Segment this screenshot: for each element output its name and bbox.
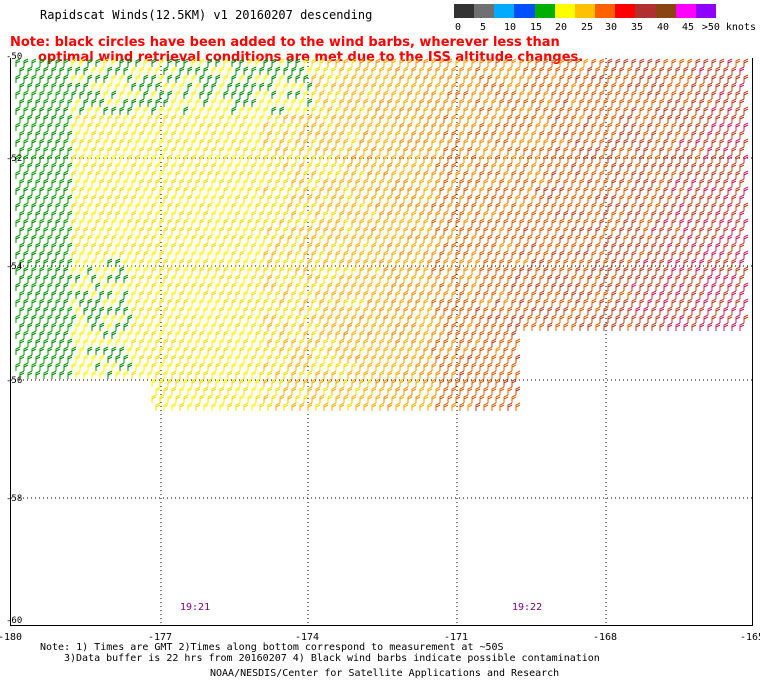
map-title: Rapidscat Winds(12.5KM) v1 20160207 desc…	[40, 8, 373, 22]
legend-label: 45	[681, 22, 695, 33]
legend-label: >50 knots	[701, 22, 756, 33]
legend-swatch	[655, 4, 677, 18]
lat-tick-label: -50	[6, 52, 23, 62]
wind-barbs	[431, 58, 741, 411]
legend-label: 15	[529, 22, 543, 33]
lon-tick-label: -168	[592, 632, 618, 643]
legend-label: 5	[479, 22, 487, 33]
lon-tick-label: -171	[443, 632, 469, 643]
legend-label: 40	[656, 22, 670, 33]
wind-barbs	[343, 58, 589, 411]
lon-tick-label: -177	[147, 632, 173, 643]
footnote-line-1: Note: 1) Times are GMT 2)Times along bot…	[40, 642, 504, 653]
wind-speed-legend: 0 5 10 15 20 25 30 35 40 45 >50 knots	[454, 4, 756, 36]
wind-barbs	[263, 58, 469, 411]
wind-barbs	[631, 58, 749, 331]
legend-label: 30	[604, 22, 618, 33]
legend-label: 20	[554, 22, 568, 33]
legend-swatch	[675, 4, 697, 18]
lat-tick-label: -56	[6, 376, 23, 386]
legend-label: 10	[503, 22, 517, 33]
time-label-2: 19:22	[512, 602, 543, 613]
lat-tick-label: -60	[6, 616, 23, 626]
wind-barbs	[15, 58, 73, 379]
legend-swatch	[514, 4, 536, 18]
legend-swatch	[454, 4, 475, 18]
legend-label: 25	[580, 22, 594, 33]
legend-swatch	[635, 4, 657, 18]
legend-label: 0	[454, 22, 462, 33]
legend-swatch	[474, 4, 495, 18]
legend-swatch	[615, 4, 636, 18]
wind-barbs	[459, 58, 749, 411]
legend-swatch	[574, 4, 596, 18]
lon-tick-label: -180	[0, 632, 23, 643]
legend-swatch	[695, 4, 717, 18]
legend-swatch	[595, 4, 616, 18]
wind-map-plot	[10, 58, 753, 626]
credit-text: NOAA/NESDIS/Center for Satellite Applica…	[210, 668, 560, 679]
lon-tick-label: -174	[294, 632, 320, 643]
lon-tick-label: -165	[739, 632, 760, 643]
wind-barb-map	[11, 58, 752, 625]
wind-barb-field	[15, 58, 749, 411]
warning-note-line-1: Note: black circles have been added to t…	[10, 35, 560, 50]
lat-tick-label: -58	[6, 494, 23, 504]
time-label-1: 19:21	[180, 602, 211, 613]
lat-tick-label: -54	[6, 262, 23, 272]
wind-barbs	[71, 58, 313, 411]
warning-note: Note: black circles have been added to t…	[10, 35, 583, 65]
legend-swatch	[494, 4, 515, 18]
wind-barbs	[15, 58, 313, 379]
lat-tick-label: -52	[6, 154, 23, 164]
legend-swatch	[534, 4, 556, 18]
legend-swatch	[554, 4, 576, 18]
warning-note-line-2: optimal wind retrieval conditions are me…	[38, 50, 584, 65]
footnote-line-2: 3)Data buffer is 22 hrs from 20160207 4)…	[64, 653, 600, 664]
legend-label: 35	[630, 22, 644, 33]
wind-barbs	[71, 58, 381, 411]
